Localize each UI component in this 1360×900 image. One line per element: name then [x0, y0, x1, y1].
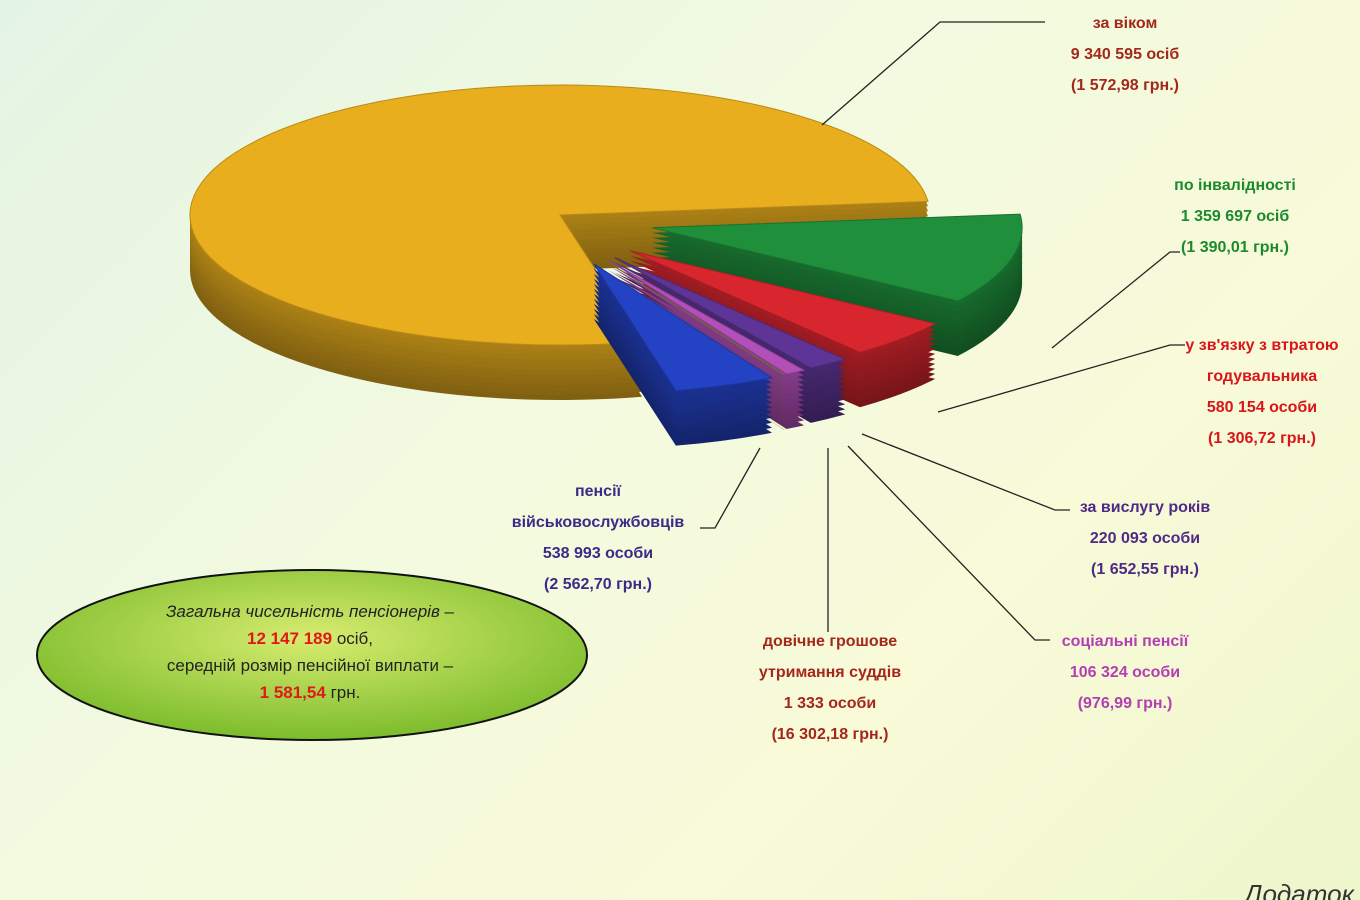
- leader-line: [821, 21, 1045, 126]
- category-label: пенсії військовослужбовців: [511, 483, 685, 531]
- leader-line: [700, 447, 761, 529]
- category-label: у зв'язку з втратою годувальника: [1185, 337, 1339, 385]
- leader-line: [937, 344, 1185, 413]
- category-label: довічне грошове утримання суддів: [758, 633, 902, 681]
- category-label: за віком: [1092, 15, 1158, 32]
- summary-text: грн.: [330, 683, 361, 702]
- value-label: 9 340 595 осіб: [1070, 46, 1180, 63]
- slice-label: соціальні пенсії 106 324 особи (976,99 грн…: [1005, 626, 1245, 719]
- slice-label: за віком 9 340 595 осіб (1 572,98 грн.): [1005, 8, 1245, 101]
- value-label: 220 093 особи: [1089, 530, 1201, 547]
- slice: [652, 213, 1023, 302]
- value-label: 106 324 особи: [1069, 664, 1181, 681]
- slice: [605, 260, 786, 376]
- slice-side: [605, 270, 785, 385]
- slice: [629, 250, 937, 353]
- category-label: соціальні пенсії: [1061, 633, 1189, 650]
- slice-label: довічне грошове утримання суддів 1 333 ос…: [735, 626, 925, 750]
- slice-label: у зв'язку з втратою годувальника 580 154 …: [1167, 330, 1357, 454]
- pension-label: (1 652,55 грн.): [1091, 561, 1199, 578]
- footer: Додаток 10: [1244, 879, 1360, 900]
- pension-label: (976,99 грн.): [1077, 695, 1173, 712]
- category-label: по інвалідності: [1174, 177, 1296, 194]
- summary-text: Загальна чисельність пенсіонерів –: [165, 602, 455, 621]
- leader-line: [847, 445, 1050, 641]
- value-label: 1 333 особи: [783, 695, 877, 712]
- value-label: 538 993 особи: [542, 545, 654, 562]
- pension-label: (1 572,98 грн.): [1071, 77, 1179, 94]
- leader-line: [861, 433, 1070, 511]
- pension-label: (1 390,01 грн.): [1181, 239, 1289, 256]
- summary-text: осіб,: [336, 629, 374, 648]
- leader-line: [1051, 251, 1180, 349]
- slice: [607, 259, 806, 375]
- slice: [614, 257, 847, 369]
- slice-label: за вислугу років 220 093 особи (1 652,55 г…: [1025, 492, 1265, 585]
- slice-side: [605, 265, 785, 380]
- slice: [593, 263, 774, 392]
- summary-average: 1 581,54: [259, 683, 326, 702]
- pension-label: (1 306,72 грн.): [1208, 430, 1316, 447]
- value-label: 580 154 особи: [1206, 399, 1318, 416]
- pension-label: (16 302,18 грн.): [771, 726, 889, 743]
- slice: [189, 84, 929, 346]
- slice-label: по інвалідності 1 359 697 осіб (1 390,01 г…: [1115, 170, 1355, 263]
- summary-text: середній розмір пенсійної виплати –: [166, 656, 454, 675]
- summary-total: 12 147 189: [246, 629, 333, 648]
- pension-label: (2 562,70 грн.): [544, 576, 652, 593]
- summary: Загальна чисельність пенсіонерів – 12 14…: [60, 598, 560, 706]
- value-label: 1 359 697 осіб: [1180, 208, 1290, 225]
- summary-ellipse: [36, 569, 588, 741]
- pie: [189, 84, 1023, 446]
- category-label: за вислугу років: [1079, 499, 1211, 516]
- slice-label: пенсії військовослужбовців 538 993 особи (…: [488, 476, 708, 600]
- leaders: [700, 21, 1185, 641]
